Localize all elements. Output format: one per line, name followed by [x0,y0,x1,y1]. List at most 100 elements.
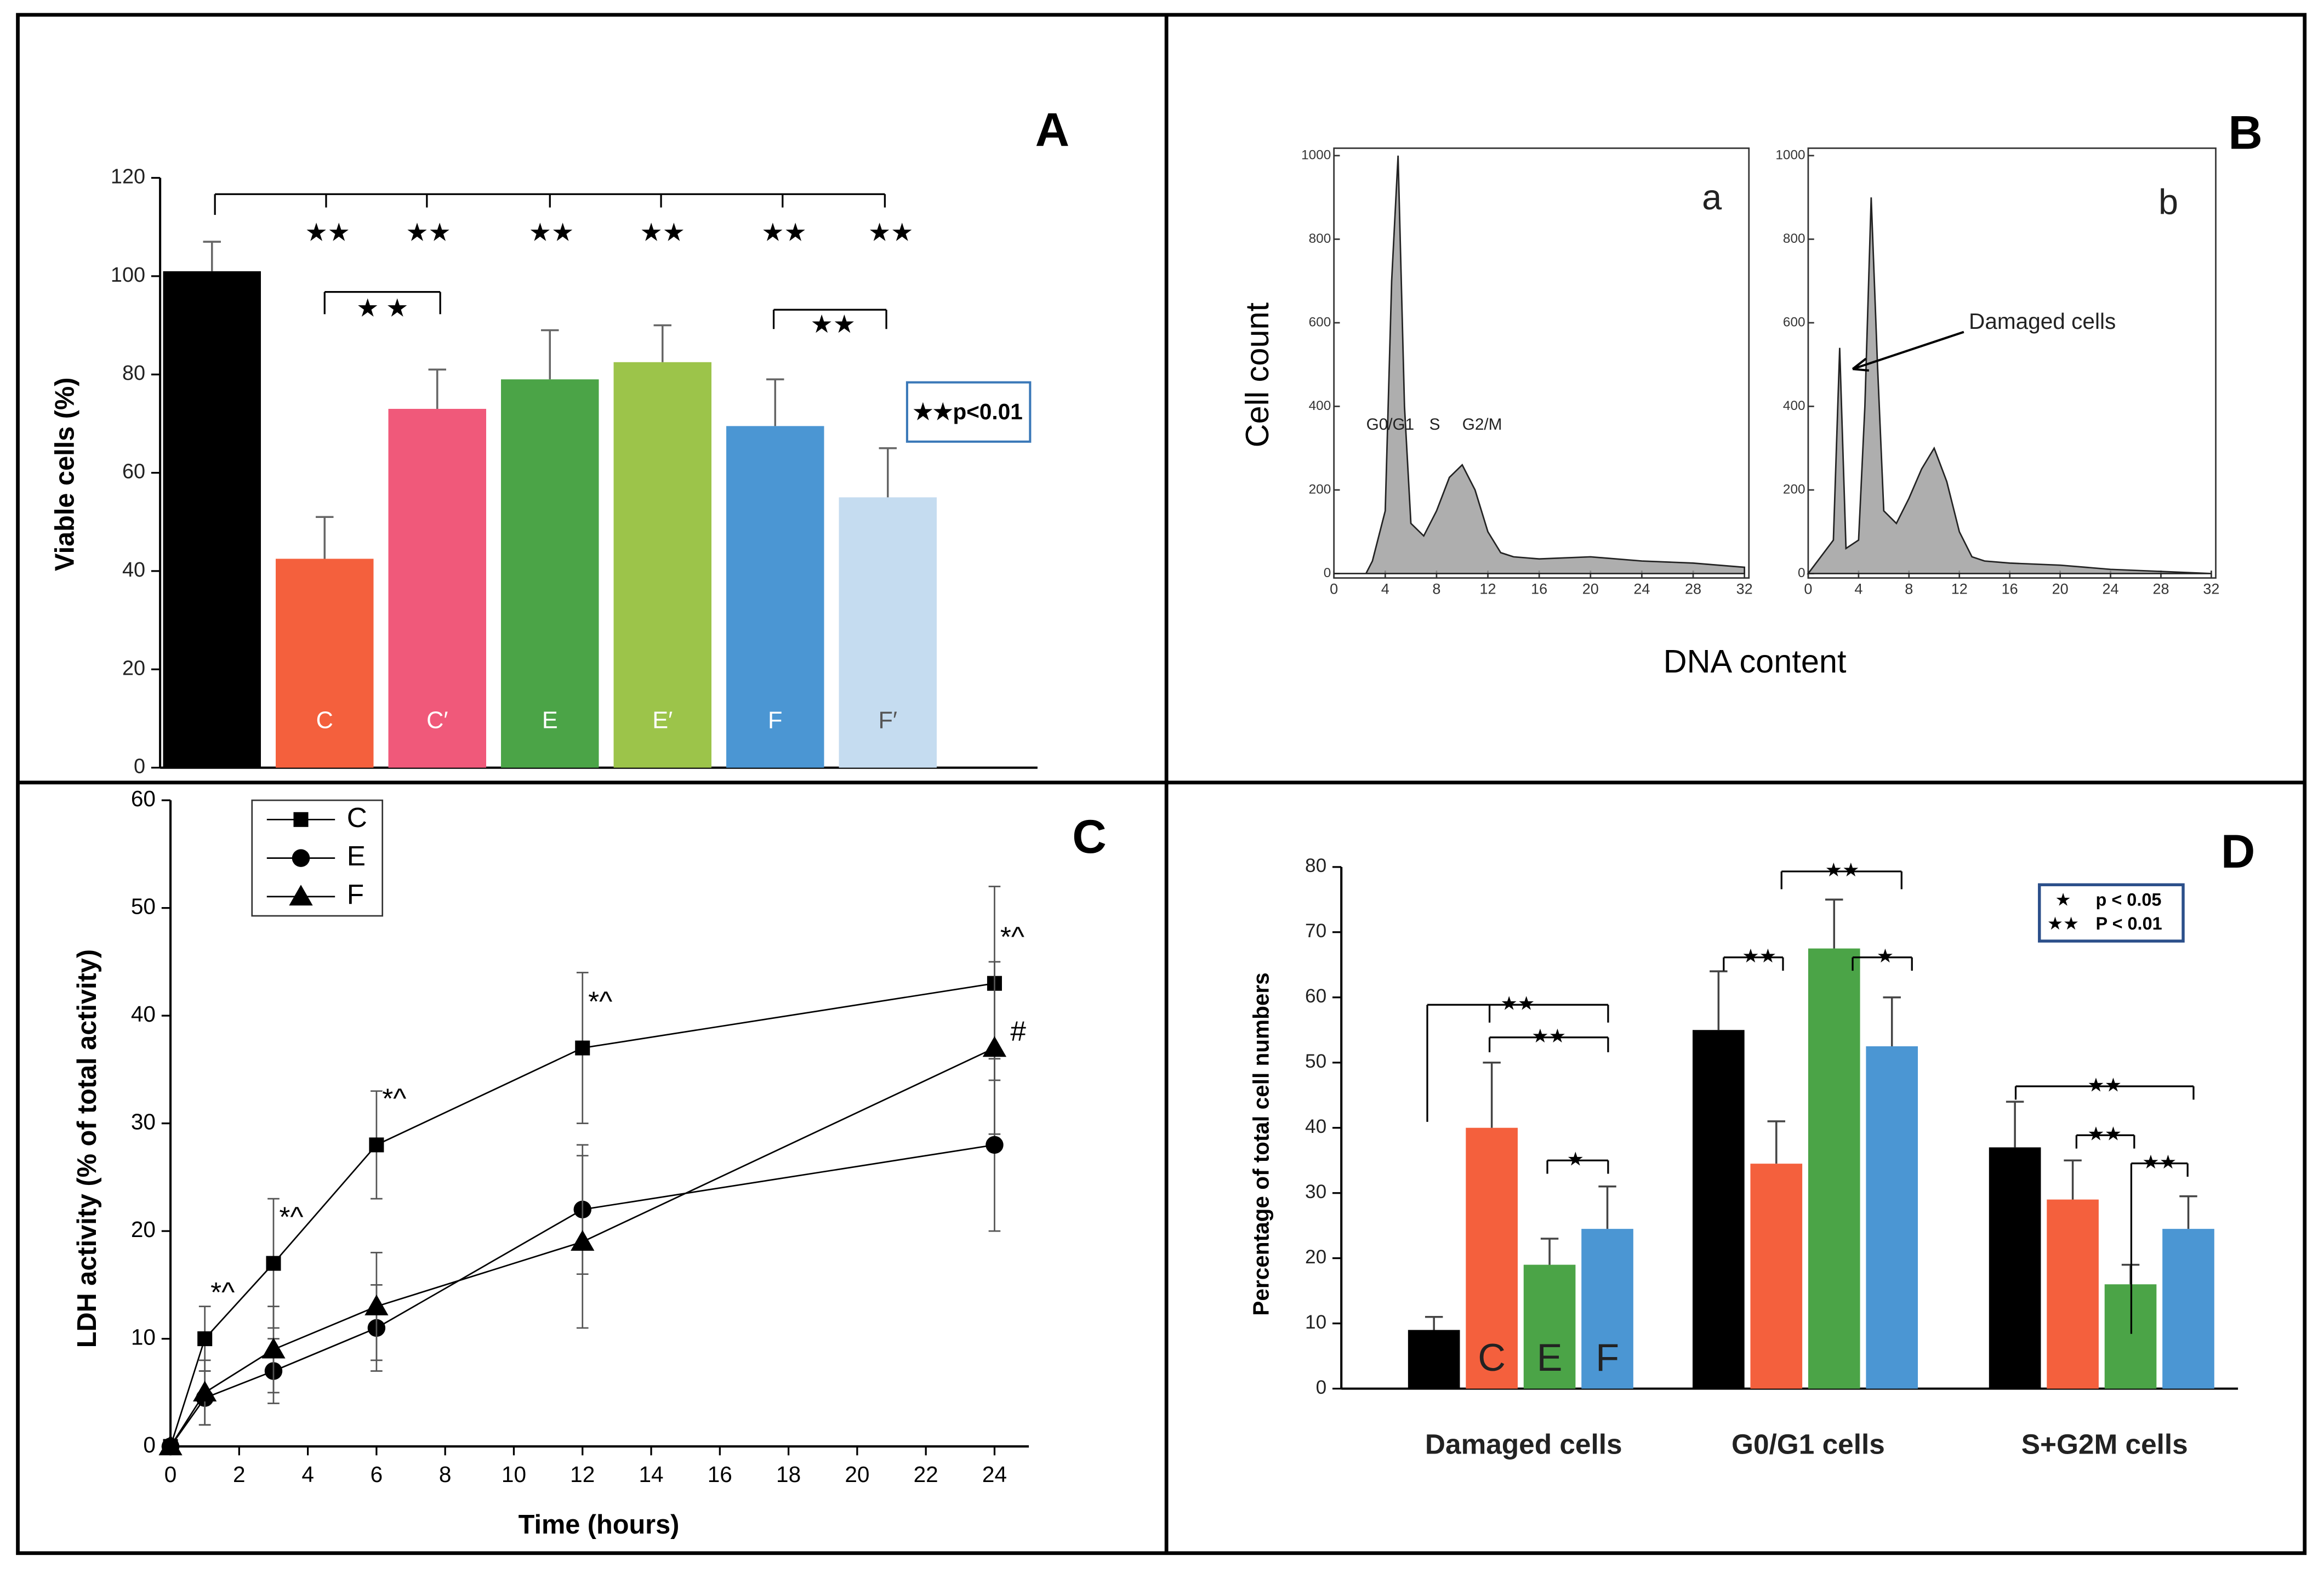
marker [193,1381,217,1402]
legend-label: P < 0.01 [2096,914,2162,933]
x-tick-label: 28 [1685,580,1701,597]
significance: ★★ [811,310,856,338]
x-tick-label: 32 [2203,580,2219,597]
y-tick-label: 0 [1316,1377,1327,1398]
x-tick-label: 22 [914,1462,938,1487]
bar [163,271,261,768]
x-tick-label: 28 [2152,580,2169,597]
bar [1466,1127,1518,1389]
bar [276,558,374,768]
x-tick-label: 4 [301,1462,314,1487]
panel-label: D [2221,825,2255,878]
significance: ★★ [406,218,451,246]
series-line [169,1047,995,1447]
significance: *^ [1000,921,1024,953]
x-tick-label: Damaged cells [1425,1428,1622,1460]
legend-marker [293,812,309,827]
x-tick-label: 8 [1432,580,1440,597]
marker [575,1040,590,1056]
x-tick-label: 20 [2052,580,2069,597]
x-tick-label: 24 [1633,580,1650,597]
marker [364,1295,389,1315]
error-bar [316,516,334,559]
y-tick-label: 0 [134,755,145,778]
significance: *^ [210,1276,235,1308]
error-bar [428,368,446,409]
significance: ★★ [1500,993,1535,1015]
error-bar [1483,1061,1501,1128]
x-axis-label: Time (hours) [519,1510,680,1540]
x-tick-label: 12 [570,1462,595,1487]
significance: ★★ [305,218,350,246]
legend-marker [289,885,313,906]
y-tick-label: 200 [1783,482,1805,497]
series-line [169,1144,995,1447]
x-tick-label: 20 [845,1462,869,1487]
legend-box [905,381,1032,443]
bar [1523,1264,1576,1389]
error-bar [203,241,221,271]
y-tick-label: 800 [1309,231,1331,246]
legend-label: E [347,840,366,871]
plot-frame [1333,147,1750,579]
x-tick-label: 12 [1480,580,1496,597]
y-tick-label: 70 [1305,920,1326,942]
category-label: E [542,707,558,733]
y-tick-label: 60 [1305,985,1326,1007]
x-tick-label: G0/G1 cells [1731,1428,1885,1460]
y-axis-label: LDH activity (% of total activity) [72,949,102,1348]
x-tick-label: 12 [1951,580,1968,597]
y-tick-label: 400 [1309,398,1331,413]
y-tick-label: 60 [131,786,156,811]
y-tick-label: 10 [1305,1312,1326,1333]
error-bar [766,378,784,426]
y-tick-label: 50 [1305,1051,1326,1072]
y-tick-label: 40 [1305,1116,1326,1137]
significance: # [1010,1015,1026,1047]
significance: ★★ [868,218,913,246]
category-label: F [768,707,782,733]
category-label: F′ [878,707,897,733]
y-tick-label: 20 [122,657,145,680]
x-tick-label: 6 [371,1462,383,1487]
significance: ★ [1567,1148,1585,1170]
y-tick-label: 100 [111,264,145,287]
significance: *^ [279,1200,303,1232]
error-bar [1598,1186,1616,1229]
bar [726,426,824,768]
x-tick-label: S+G2M cells [2021,1428,2188,1460]
bar [1866,1046,1918,1389]
y-tick-label: 1000 [1301,147,1331,162]
bar [1581,1229,1633,1389]
histogram-area [1334,155,1746,574]
y-tick-label: 1000 [1775,147,1805,162]
y-tick-label: 80 [122,362,145,385]
marker [158,1434,183,1456]
marker [986,1136,1004,1154]
significance: ★★ [761,218,806,246]
x-axis-label: DNA content [1664,643,1847,680]
legend-box [2038,883,2185,943]
x-tick-label: 32 [1736,580,1753,597]
y-tick-label: 20 [131,1217,156,1242]
marker [369,1137,384,1153]
y-axis-label: Percentage of total cell numbers [1249,972,1274,1315]
error-bar [541,329,559,380]
bar [1408,1330,1460,1389]
series-line [169,982,995,1447]
y-tick-label: 30 [1305,1181,1326,1202]
histogram-area [1807,197,2212,574]
arrow [1852,330,1964,372]
category-label: E′ [652,707,673,733]
x-tick-label: 14 [639,1462,663,1487]
bar [1693,1030,1745,1389]
bar [501,379,599,768]
significance: ★★ [2142,1152,2177,1173]
bar [2047,1199,2099,1389]
marker [261,1337,286,1359]
x-tick-label: 4 [1381,580,1389,597]
bar [1989,1147,2041,1389]
y-tick-label: 600 [1783,315,1805,329]
